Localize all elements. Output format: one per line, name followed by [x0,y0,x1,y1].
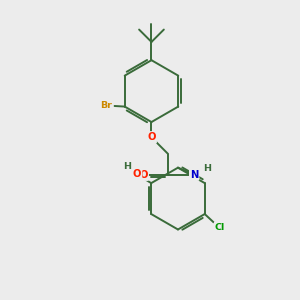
Text: Cl: Cl [215,223,225,232]
Text: N: N [190,170,198,180]
Text: Br: Br [100,100,112,109]
Text: O: O [139,170,148,180]
Text: H: H [123,162,131,171]
Text: H: H [203,164,211,173]
Text: O: O [133,169,141,179]
Text: O: O [147,132,156,142]
